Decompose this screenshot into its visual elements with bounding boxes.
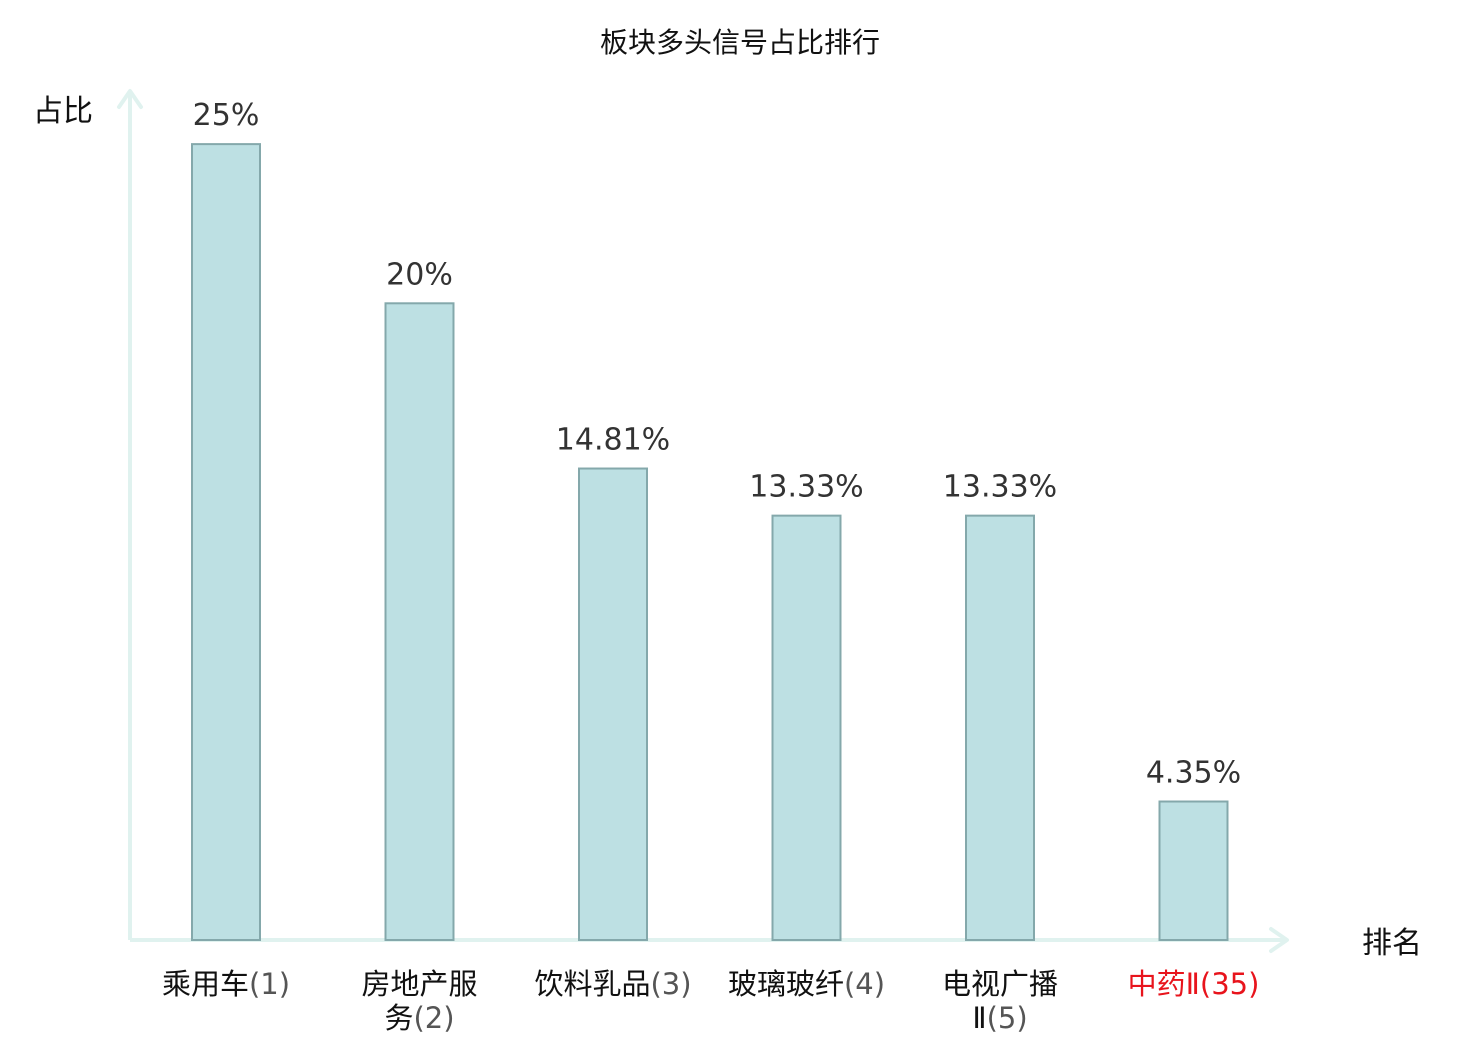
value-label-2: 20% <box>386 257 453 292</box>
category-name: Ⅱ <box>972 1001 986 1035</box>
y-axis-label: 占比 <box>33 94 93 129</box>
category-label-5-line-2: Ⅱ(5) <box>972 1001 1027 1035</box>
category-name: 饮料乳品 <box>534 967 650 1001</box>
category-name: 乘用车 <box>162 967 249 1001</box>
category-label-6: 中药Ⅱ(35) <box>1128 967 1260 1001</box>
category-label-5-line-1: 电视广播 <box>942 967 1058 1001</box>
category-name: 玻璃玻纤 <box>728 967 844 1001</box>
bar-2 <box>384 302 455 941</box>
category-name: 务 <box>384 1001 413 1035</box>
x-axis-label: 排名 <box>1362 926 1422 961</box>
category-name: 房地产服 <box>361 967 477 1001</box>
bar-4 <box>771 514 842 941</box>
category-label-3: 饮料乳品(3) <box>534 967 691 1001</box>
value-label-3: 14.81% <box>556 423 670 458</box>
value-label-6: 4.35% <box>1146 756 1241 791</box>
bars-group <box>191 143 1229 941</box>
category-name: 中药Ⅱ <box>1128 967 1200 1001</box>
category-label-1: 乘用车(1) <box>162 967 290 1001</box>
bar-1 <box>191 143 261 941</box>
bar-6 <box>1158 800 1229 941</box>
category-label-4: 玻璃玻纤(4) <box>728 967 885 1001</box>
bar-5 <box>965 514 1035 941</box>
category-rank: (4) <box>844 967 885 1001</box>
bar-3 <box>578 467 648 941</box>
category-rank: (5) <box>987 1001 1028 1035</box>
category-rank: (3) <box>650 967 691 1001</box>
category-label-2-line-2: 务(2) <box>384 1001 454 1035</box>
y-axis-arrow <box>117 89 143 109</box>
category-rank: (2) <box>413 1001 454 1035</box>
axes <box>117 89 1289 953</box>
category-rank: (35) <box>1200 967 1260 1001</box>
category-name: 电视广播 <box>942 967 1058 1001</box>
value-label-1: 25% <box>193 98 260 133</box>
chart-title: 板块多头信号占比排行 <box>600 26 880 59</box>
category-rank: (1) <box>249 967 290 1001</box>
x-axis-arrow <box>1269 927 1289 953</box>
value-label-4: 13.33% <box>749 470 863 505</box>
category-label-2-line-1: 房地产服 <box>361 967 477 1001</box>
value-label-5: 13.33% <box>943 470 1057 505</box>
value-labels-group: 25% 20% 14.81% 13.33% 13.33% 4.35% <box>193 98 1242 790</box>
